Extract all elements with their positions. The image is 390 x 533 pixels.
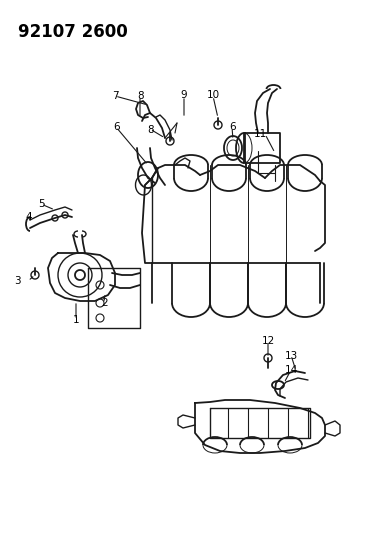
Text: 8: 8 [137,91,144,101]
Text: 9: 9 [181,90,187,100]
Text: 14: 14 [285,366,298,375]
Text: 5: 5 [38,199,44,208]
Text: 92107 2600: 92107 2600 [18,23,128,41]
Text: 12: 12 [262,336,275,346]
Text: 6: 6 [113,122,119,132]
Text: 3: 3 [15,277,21,286]
Text: 7: 7 [112,91,118,101]
Text: 2: 2 [101,298,108,308]
Text: 6: 6 [229,122,236,132]
Text: 11: 11 [254,130,267,139]
Text: 13: 13 [285,351,298,360]
Text: 4: 4 [26,213,32,222]
Text: 1: 1 [73,315,79,325]
Text: 10: 10 [207,90,220,100]
Text: 8: 8 [147,125,153,134]
